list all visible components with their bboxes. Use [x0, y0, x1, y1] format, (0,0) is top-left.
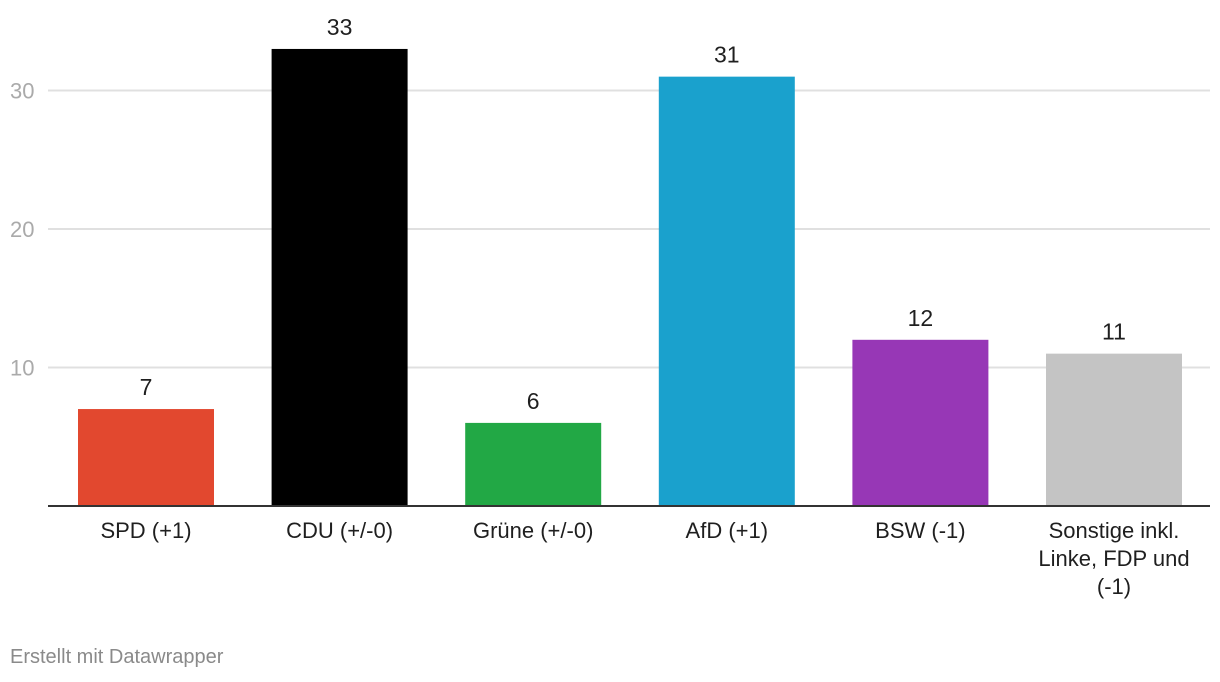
bar [658, 76, 795, 507]
category-label-line: CDU (+/-0) [286, 518, 393, 543]
y-tick-label: 10 [10, 356, 34, 381]
category-label-line: Sonstige inkl. [1049, 518, 1180, 543]
category-label: CDU (+/-0) [286, 518, 393, 543]
y-tick-label: 30 [10, 79, 34, 104]
data-label: 7 [140, 374, 153, 400]
category-label-line: Grüne (+/-0) [473, 518, 593, 543]
bar [78, 409, 214, 506]
grid-lines [48, 89, 1210, 369]
bar [852, 339, 989, 506]
category-label: SPD (+1) [100, 518, 191, 543]
bar [1046, 353, 1182, 506]
value-labels: 7 33 6 31 12 11 [140, 14, 1126, 414]
category-labels: SPD (+1) CDU (+/-0) Grüne (+/-0) AfD (+1) BS… [100, 518, 1189, 599]
y-tick-label: 20 [10, 217, 34, 242]
category-label-line: Linke, FDP und [1038, 546, 1189, 571]
category-label-line: BSW (-1) [875, 518, 965, 543]
bar [271, 48, 408, 506]
bar [465, 422, 602, 506]
data-label: 12 [908, 305, 934, 331]
category-label: Sonstige inkl. Linke, FDP und (-1) [1038, 518, 1189, 599]
y-axis-ticks: 10 20 30 [10, 79, 34, 381]
category-label: BSW (-1) [875, 518, 965, 543]
bars [78, 48, 1182, 507]
category-label-line: (-1) [1097, 574, 1131, 599]
category-label-line: SPD (+1) [100, 518, 191, 543]
data-label: 6 [527, 388, 540, 414]
category-label: AfD (+1) [686, 518, 769, 543]
data-label: 31 [714, 42, 740, 68]
category-label: Grüne (+/-0) [473, 518, 593, 543]
data-label: 11 [1102, 319, 1126, 345]
data-label: 33 [327, 14, 353, 40]
credit-text: Erstellt mit Datawrapper [10, 646, 224, 668]
category-label-line: AfD (+1) [686, 518, 769, 543]
